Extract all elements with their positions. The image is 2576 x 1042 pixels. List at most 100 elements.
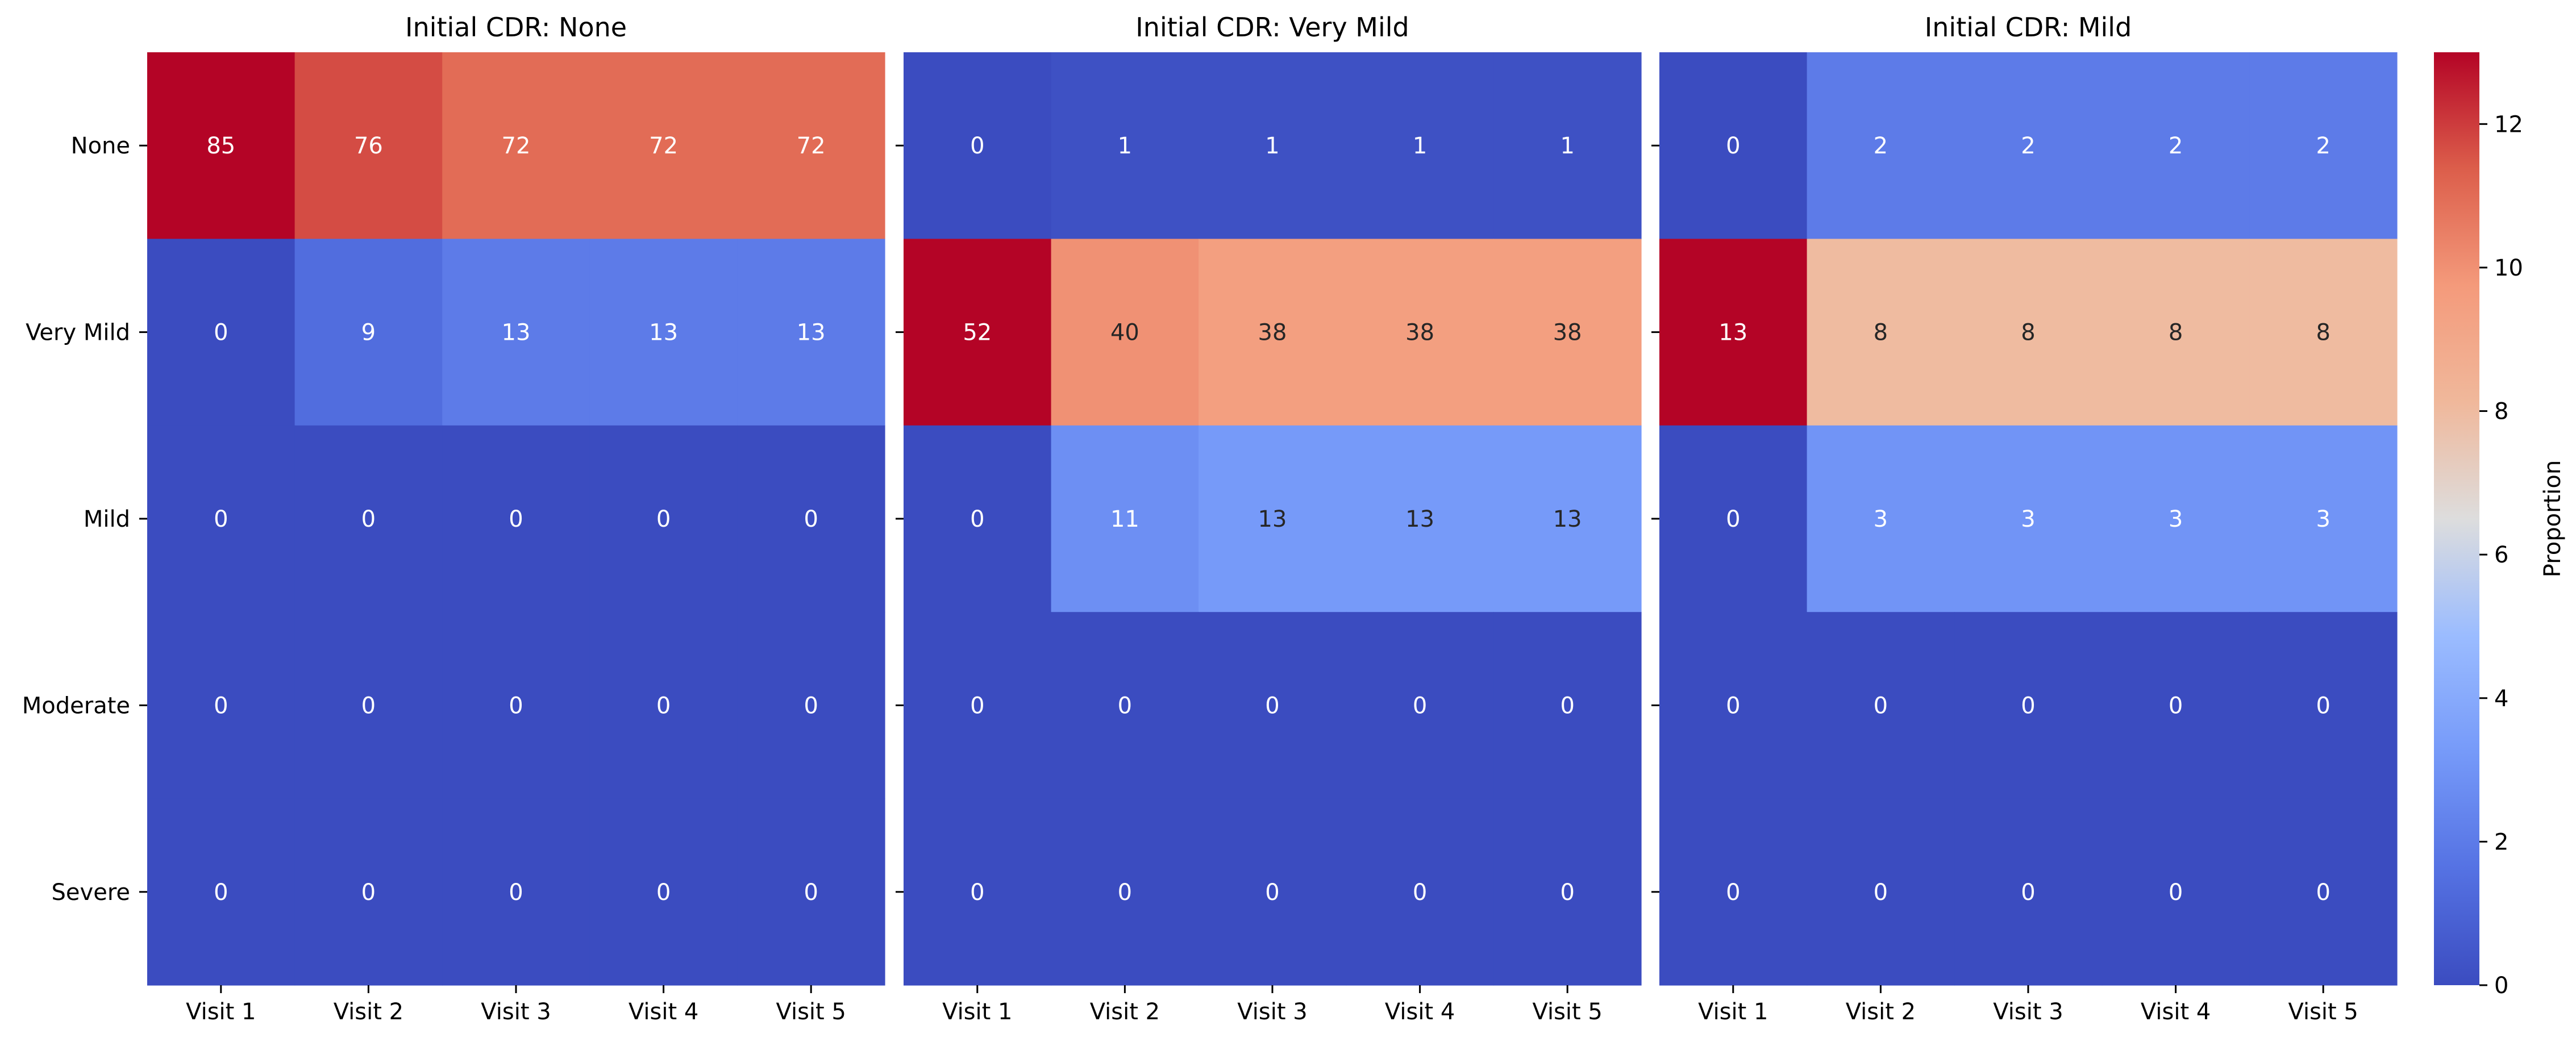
- heatmap-cell: [147, 239, 296, 426]
- cell-annotation: 13: [1718, 320, 1747, 346]
- cell-annotation: 13: [1258, 506, 1287, 532]
- heatmap-cell: [737, 612, 885, 799]
- heatmap-cell: [904, 798, 1052, 986]
- cell-annotation: 2: [2169, 133, 2183, 159]
- heatmap-panel-1: Initial CDR: None 85 76 72 72 72 0 9 13 13 13 0 0 0 0 0…: [22, 12, 885, 1025]
- x-tick-label: Visit 4: [629, 999, 698, 1025]
- cell-annotation: 0: [1265, 880, 1279, 906]
- cell-annotation: 0: [1413, 693, 1427, 719]
- cell-annotation: 0: [656, 506, 671, 532]
- cell-annotation: 0: [970, 880, 984, 906]
- heatmap-cell: [294, 239, 443, 426]
- heatmap-cell: [147, 52, 296, 239]
- cell-annotation: 38: [1258, 320, 1287, 346]
- heatmap-cell: [1051, 798, 1199, 986]
- cell-annotation: 0: [509, 506, 523, 532]
- heatmap-cell: [2249, 52, 2398, 239]
- cell-annotation: 11: [1110, 506, 1139, 532]
- heatmap-cell: [589, 239, 738, 426]
- cell-annotation: 0: [1560, 693, 1574, 719]
- x-tick-label: Visit 1: [1698, 999, 1768, 1025]
- x-tick-label: Visit 2: [1846, 999, 1916, 1025]
- heatmap-cell: [1954, 798, 2103, 986]
- heatmap-cell: [1493, 612, 1642, 799]
- cell-annotation: 0: [804, 693, 818, 719]
- heatmap-cell: [904, 239, 1052, 426]
- cell-annotation: 13: [502, 320, 531, 346]
- heatmap-cell: [737, 239, 885, 426]
- heatmap-cell: [1493, 52, 1642, 239]
- cell-annotation: 0: [1726, 693, 1740, 719]
- cell-annotation: 0: [1874, 693, 1888, 719]
- cell-annotation: 0: [2316, 693, 2330, 719]
- cell-annotation: 2: [2316, 133, 2330, 159]
- heatmap-cell: [1954, 52, 2103, 239]
- colorbar-label: Proportion: [2540, 460, 2566, 577]
- heatmap-cell: [442, 52, 590, 239]
- heatmap-cell: [1807, 612, 1955, 799]
- x-tick-label: Visit 1: [186, 999, 256, 1025]
- heatmap-cell: [1659, 239, 1808, 426]
- cell-annotation: 0: [1726, 133, 1740, 159]
- cell-annotation: 0: [361, 693, 376, 719]
- cell-annotation: 0: [214, 320, 228, 346]
- cell-annotation: 0: [804, 880, 818, 906]
- x-tick-label: Visit 5: [776, 999, 846, 1025]
- heatmap-cell: [1493, 798, 1642, 986]
- heatmap-cell: [2101, 612, 2250, 799]
- cell-annotation: 2: [2021, 133, 2035, 159]
- heatmap-panel-3: Initial CDR: Mild 0 2 2 2 2 13 8 8 8 8 0 3 3 3 3 0 0 0 0 0 0 0…: [1651, 12, 2398, 1025]
- heatmap-cell: [294, 798, 443, 986]
- cell-annotation: 38: [1553, 320, 1582, 346]
- panel-title: Initial CDR: None: [405, 12, 627, 43]
- cell-annotation: 0: [656, 693, 671, 719]
- y-tick-label: Moderate: [22, 693, 130, 719]
- heatmap-cell: [1346, 798, 1494, 986]
- cell-annotation: 0: [1118, 693, 1132, 719]
- y-tick-label: Very Mild: [26, 320, 130, 346]
- heatmap-cell: [904, 425, 1052, 612]
- cell-annotation: 0: [2169, 693, 2183, 719]
- cell-annotation: 1: [1560, 133, 1574, 159]
- heatmap-cell: [1346, 612, 1494, 799]
- cell-annotation: 8: [2316, 320, 2330, 346]
- heatmap-cell: [589, 425, 738, 612]
- x-tick-label: Visit 4: [2141, 999, 2211, 1025]
- colorbar-tick-label: 0: [2494, 973, 2508, 999]
- heatmap-cell: [1954, 612, 2103, 799]
- heatmap-cell: [442, 425, 590, 612]
- y-tick-label: None: [71, 133, 130, 159]
- cell-annotation: 1: [1118, 133, 1132, 159]
- heatmap-cell: [147, 612, 296, 799]
- heatmap-cell: [2249, 612, 2398, 799]
- colorbar-tick-label: 10: [2494, 255, 2523, 281]
- cell-annotation: 3: [1874, 506, 1888, 532]
- heatmap-cell: [294, 425, 443, 612]
- cell-annotation: 0: [970, 693, 984, 719]
- x-tick-label: Visit 3: [481, 999, 551, 1025]
- cell-annotation: 0: [1560, 880, 1574, 906]
- heatmap-cell: [1198, 612, 1347, 799]
- heatmap-cell: [2101, 52, 2250, 239]
- cell-annotation: 0: [2316, 880, 2330, 906]
- cell-annotation: 0: [804, 506, 818, 532]
- panel-title: Initial CDR: Mild: [1925, 12, 2132, 43]
- cell-annotation: 0: [1118, 880, 1132, 906]
- heatmap-cell: [1954, 425, 2103, 612]
- heatmap-cell: [442, 612, 590, 799]
- heatmap-cell: [1954, 239, 2103, 426]
- x-tick-label: Visit 3: [1993, 999, 2063, 1025]
- heatmap-cell: [147, 425, 296, 612]
- heatmap-cell: [2249, 425, 2398, 612]
- cell-annotation: 13: [649, 320, 678, 346]
- cell-annotation: 8: [2021, 320, 2035, 346]
- cell-annotation: 0: [2021, 693, 2035, 719]
- heatmap-cell: [2101, 798, 2250, 986]
- heatmap-cell: [294, 612, 443, 799]
- cell-annotation: 40: [1110, 320, 1139, 346]
- colorbar-tick-label: 4: [2494, 686, 2508, 712]
- cell-annotation: 9: [361, 320, 376, 346]
- panel-title: Initial CDR: Very Mild: [1135, 12, 1409, 43]
